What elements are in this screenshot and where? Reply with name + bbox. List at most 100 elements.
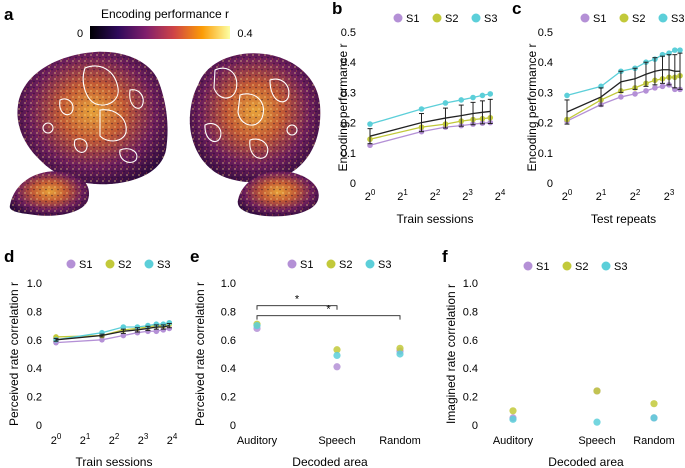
series-line-s1 bbox=[566, 84, 680, 122]
panel-b: b S1 S2 S3 0 0.1 0.2 0.3 0.4 0.5 20 21 22 23 24 Train … bbox=[332, 0, 506, 226]
panel-a: a Encoding performance r 0 0.4 bbox=[4, 5, 321, 217]
legend-marker-s3 bbox=[365, 259, 375, 269]
data-point-s3 bbox=[367, 121, 373, 127]
legend-marker-s3 bbox=[144, 259, 154, 269]
legend-label-s3: S3 bbox=[671, 13, 684, 25]
legend-marker-s1 bbox=[523, 261, 533, 271]
y-tick-label: 0.6 bbox=[221, 335, 236, 347]
x-tick-label: 22 bbox=[630, 188, 641, 203]
left-hemisphere-inflated bbox=[9, 171, 90, 216]
panel-label-d: d bbox=[4, 247, 14, 266]
x-tick-label: 21 bbox=[80, 432, 91, 447]
y-tick-label: 0.5 bbox=[538, 27, 553, 39]
data-point-s3 bbox=[479, 92, 486, 99]
y-tick-label: 0.1 bbox=[538, 148, 553, 160]
data-point-s1 bbox=[134, 329, 141, 336]
y-axis-label: Imagined rate correlation r bbox=[444, 284, 458, 424]
legend-label-s3: S3 bbox=[614, 261, 627, 273]
y-tick-label: 0.4 bbox=[463, 363, 478, 375]
y-tick-label: 0.1 bbox=[341, 148, 356, 160]
y-tick-label: 0 bbox=[230, 420, 236, 432]
legend-marker-s1 bbox=[66, 259, 76, 269]
y-axis-label: Perceived rate correlation r bbox=[7, 282, 21, 426]
panel-c: c S1 S2 S3 0 0.1 0.2 0.3 0.4 0.5 20 21 22 23 Test rep… bbox=[512, 0, 684, 226]
data-point-s1 bbox=[160, 327, 167, 333]
legend-marker-s1 bbox=[287, 259, 297, 269]
legend-marker-s3 bbox=[658, 13, 668, 23]
data-point-s1 bbox=[618, 94, 624, 100]
legend-label-s2: S2 bbox=[339, 259, 352, 271]
y-axis-label: Perceived rate correlation r bbox=[193, 282, 207, 426]
series-line-s1 bbox=[55, 327, 170, 344]
x-tick-label: 24 bbox=[495, 188, 506, 203]
legend-label-s1: S1 bbox=[536, 261, 549, 273]
panel-label-b: b bbox=[332, 0, 342, 18]
panel-label-a: a bbox=[4, 5, 14, 24]
x-axis-label: Train sessions bbox=[397, 212, 474, 226]
legend-label-s3: S3 bbox=[378, 259, 391, 271]
y-axis-label: Encoding performance r bbox=[525, 43, 539, 171]
data-point-s3 bbox=[564, 92, 570, 99]
right-hemisphere-inflated bbox=[237, 171, 319, 217]
y-tick-label: 0.2 bbox=[538, 118, 553, 130]
x-category-label-speech: Speech bbox=[318, 435, 355, 447]
y-tick-label: 0.2 bbox=[221, 392, 236, 404]
y-tick-label: 0 bbox=[547, 178, 553, 190]
significance-bracket bbox=[256, 305, 338, 310]
data-point-s3 bbox=[418, 106, 425, 112]
legend-label-s2: S2 bbox=[445, 13, 458, 25]
data-point-s3 bbox=[593, 418, 601, 426]
legend-label-s2: S2 bbox=[118, 259, 131, 271]
x-category-label-random: Random bbox=[633, 435, 675, 447]
data-point-s3 bbox=[396, 350, 404, 358]
y-tick-label: 0.2 bbox=[27, 392, 42, 404]
data-point-s1 bbox=[652, 85, 658, 91]
colorbar-title: Encoding performance r bbox=[101, 7, 229, 21]
data-point-s1 bbox=[145, 328, 151, 335]
y-tick-label: 0.4 bbox=[538, 57, 553, 69]
data-point-s1 bbox=[166, 325, 173, 332]
legend-label-s1: S1 bbox=[300, 259, 313, 271]
data-point-s3 bbox=[153, 321, 160, 327]
legend-label-s2: S2 bbox=[575, 261, 588, 273]
x-tick-label: 23 bbox=[664, 188, 675, 203]
y-tick-label: 0.2 bbox=[463, 392, 478, 404]
series-line-s2 bbox=[566, 75, 681, 121]
y-tick-label: 0.3 bbox=[538, 87, 553, 99]
x-category-label-auditory: Auditory bbox=[237, 435, 278, 447]
data-point-s1 bbox=[153, 328, 160, 335]
legend-label-s2: S2 bbox=[632, 13, 645, 25]
data-point-s3 bbox=[650, 414, 658, 422]
y-tick-label: 0 bbox=[36, 420, 42, 432]
legend-label-s1: S1 bbox=[79, 259, 92, 271]
y-tick-label: 0.5 bbox=[341, 27, 356, 39]
data-point-s1 bbox=[333, 363, 341, 371]
x-axis-label: Decoded area bbox=[292, 455, 368, 468]
data-point-s2 bbox=[509, 407, 517, 415]
data-point-s3 bbox=[145, 322, 151, 329]
data-point-s3 bbox=[509, 415, 517, 423]
panel-f: f S1 S2 S3 0 0.2 0.4 0.6 0.8 1.0 Auditory Speech Ra… bbox=[442, 247, 675, 468]
y-tick-label: 0.8 bbox=[27, 306, 42, 318]
legend-marker-s1 bbox=[393, 13, 403, 23]
significance-bracket bbox=[256, 315, 401, 320]
legend-marker-s2 bbox=[562, 261, 572, 271]
data-point-s1 bbox=[632, 91, 638, 97]
y-tick-label: 0.3 bbox=[341, 87, 356, 99]
colorbar bbox=[90, 26, 230, 39]
legend-label-s1: S1 bbox=[406, 13, 419, 25]
data-point-s1 bbox=[120, 332, 127, 339]
y-tick-label: 1.0 bbox=[27, 278, 42, 290]
right-hemisphere-flatmap bbox=[189, 53, 321, 183]
data-point-s3 bbox=[677, 47, 683, 53]
x-tick-label: 21 bbox=[397, 188, 408, 203]
legend-marker-s2 bbox=[105, 259, 115, 269]
x-tick-label: 22 bbox=[109, 432, 120, 447]
data-point-s3 bbox=[458, 97, 465, 103]
y-tick-label: 0 bbox=[472, 420, 478, 432]
mean-line bbox=[566, 69, 680, 113]
panel-e: e S1 S2 S3 0 0.2 0.4 0.6 0.8 1.0 Auditory Speech Ra… bbox=[190, 247, 421, 468]
x-tick-label: 20 bbox=[51, 432, 62, 447]
panel-d: d S1 S2 S3 0 0.2 0.4 0.6 0.8 1.0 20 21 22 23 24 Train … bbox=[4, 247, 178, 468]
x-tick-label: 20 bbox=[365, 188, 376, 203]
